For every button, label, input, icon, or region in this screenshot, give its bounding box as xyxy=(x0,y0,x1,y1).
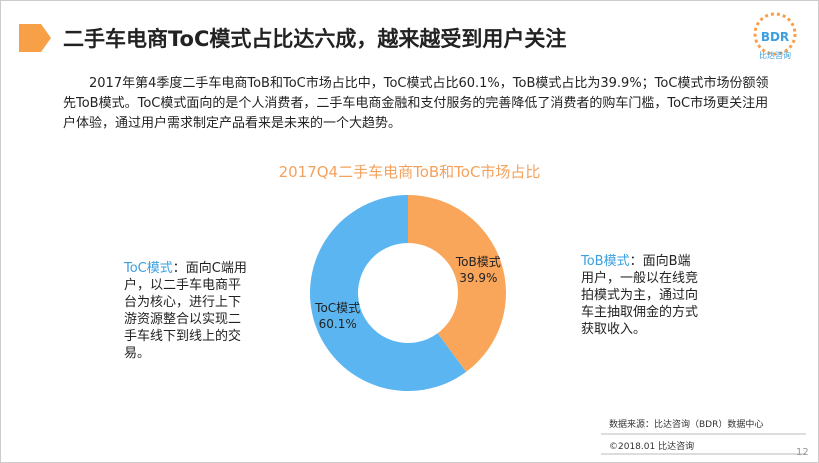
paragraph: 2017年第4季度二手车电商ToB和ToC市场占比中，ToC模式占比60.1%，… xyxy=(63,76,769,131)
page-number: 12 xyxy=(796,447,809,458)
slice xyxy=(309,195,467,391)
slice xyxy=(408,195,506,372)
value-label: 60.1% xyxy=(319,317,357,331)
value-label: 39.9% xyxy=(459,271,497,285)
title-icon xyxy=(19,24,51,52)
logo-sub: 比达咨询 xyxy=(759,50,791,60)
annotation: ToC模式：面向C端用户，以二手车电商平台为核心，进行上下游资源整合以实现二手车… xyxy=(124,260,252,362)
annotation-text: ：面向B端用户，一般以在线竞拍模式为主，通过向车主抽取佣金的方式获取收入。 xyxy=(581,254,699,337)
annotation-text: ：面向C端用户，以二手车电商平台为核心，进行上下游资源整合以实现二手车线下到线上… xyxy=(124,261,247,361)
title: 二手车电商ToC模式占比达六成，越来越受到用户关注 xyxy=(63,27,567,51)
copyright: ©2018.01 比达咨询 xyxy=(609,442,695,452)
logo-ring xyxy=(753,12,797,56)
source: 数据来源：比达咨询（BDR）数据中心 xyxy=(609,420,764,430)
annotation-term: ToB模式 xyxy=(581,254,630,269)
annotation: ToB模式：面向B端用户，一般以在线竞拍模式为主，通过向车主抽取佣金的方式获取收… xyxy=(581,253,701,338)
slice-label: ToC模式 xyxy=(314,301,360,315)
logo: BDR xyxy=(761,30,789,44)
slice-label: ToB模式 xyxy=(455,255,501,269)
chart-title: 2017Q4二手车电商ToB和ToC市场占比 xyxy=(278,163,541,181)
annotation-term: ToC模式 xyxy=(124,261,173,276)
